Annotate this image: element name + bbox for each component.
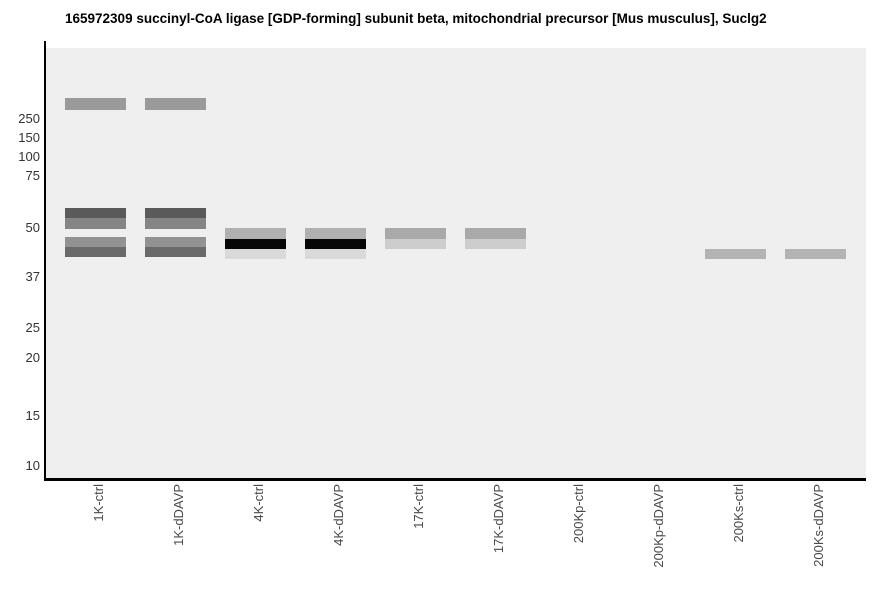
lane-label: 200Ks-ctrl [731, 484, 746, 543]
gel-band [145, 247, 206, 257]
gel-band [465, 228, 526, 239]
lane-label: 200Ks-dDAVP [811, 484, 826, 567]
gel-band [705, 249, 766, 259]
y-tick-label: 25 [25, 320, 40, 335]
gel-band [305, 228, 366, 239]
gel-band [65, 218, 126, 229]
lane-label: 1K-dDAVP [171, 484, 186, 546]
lane-label: 17K-ctrl [411, 484, 426, 529]
gel-band [65, 98, 126, 110]
y-tick-label: 50 [25, 220, 40, 235]
figure-title: 165972309 succinyl-CoA ligase [GDP-formi… [65, 11, 767, 26]
lane-label: 4K-dDAVP [331, 484, 346, 546]
gel-band [145, 98, 206, 110]
x-axis-line [44, 478, 866, 481]
plot-area [46, 48, 866, 478]
gel-band [305, 249, 366, 259]
gel-band [65, 237, 126, 247]
gel-band [145, 237, 206, 247]
y-tick-label: 37 [25, 269, 40, 284]
gel-band [305, 239, 366, 249]
gel-band [225, 239, 286, 249]
gel-band [385, 228, 446, 239]
gel-band [225, 249, 286, 259]
y-tick-label: 20 [25, 350, 40, 365]
gel-band [65, 247, 126, 257]
gel-band [465, 239, 526, 249]
gel-band [225, 228, 286, 239]
lane-label: 1K-ctrl [91, 484, 106, 522]
y-tick-label: 100 [18, 149, 40, 164]
y-tick-label: 150 [18, 130, 40, 145]
y-tick-label: 15 [25, 408, 40, 423]
gel-band [145, 208, 206, 218]
y-axis-line [44, 41, 46, 481]
gel-band [65, 208, 126, 218]
y-tick-label: 75 [25, 168, 40, 183]
y-tick-label: 250 [18, 111, 40, 126]
gel-band [385, 239, 446, 249]
lane-label: 4K-ctrl [251, 484, 266, 522]
lane-label: 200Kp-ctrl [571, 484, 586, 544]
y-tick-label: 10 [25, 458, 40, 473]
gel-band [785, 249, 846, 259]
lane-label: 200Kp-dDAVP [651, 484, 666, 568]
gel-band [145, 218, 206, 229]
lane-label: 17K-dDAVP [491, 484, 506, 554]
